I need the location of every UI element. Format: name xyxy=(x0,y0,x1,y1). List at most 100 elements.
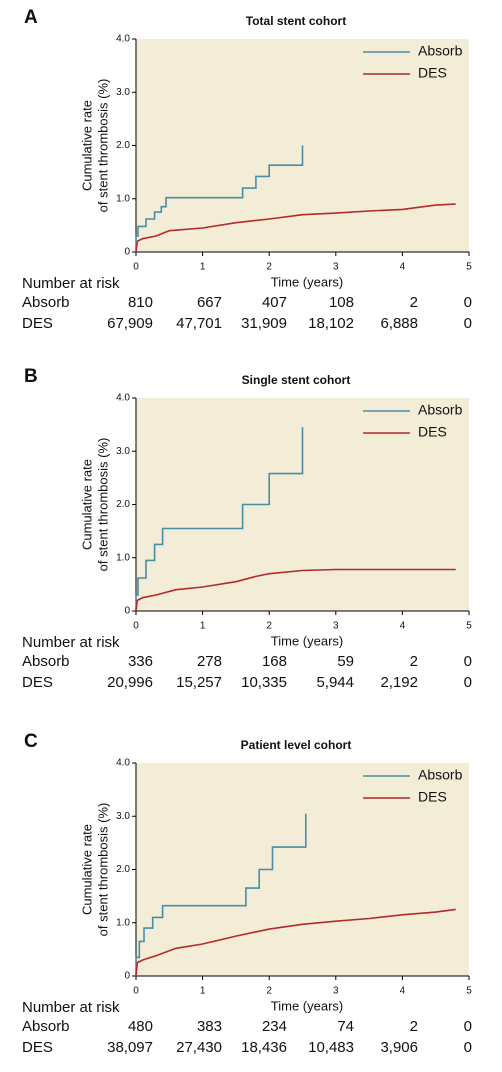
x-tick-label: 0 xyxy=(133,986,139,997)
x-axis-label: Time (years) xyxy=(271,633,343,648)
risk-value: 67,909 xyxy=(107,315,153,332)
y-tick-label: 1.0 xyxy=(116,193,130,204)
y-axis-label: of stent thrombosis (%) xyxy=(95,803,110,937)
x-tick-label: 4 xyxy=(400,262,406,273)
legend-label: Absorb xyxy=(418,43,463,59)
y-tick-label: 1.0 xyxy=(116,552,130,563)
risk-value: 20,996 xyxy=(107,674,153,691)
risk-value: 810 xyxy=(128,294,153,311)
legend-label: DES xyxy=(418,424,447,440)
x-tick-label: 1 xyxy=(200,986,206,997)
y-axis-label: of stent thrombosis (%) xyxy=(95,438,110,572)
y-tick-label: 3.0 xyxy=(116,446,130,457)
x-tick-label: 3 xyxy=(333,986,339,997)
risk-table-title: Number at risk xyxy=(22,275,120,292)
y-axis-label: Cumulative rate xyxy=(79,100,94,191)
y-axis-label: Cumulative rate xyxy=(79,459,94,550)
legend-label: Absorb xyxy=(418,767,463,783)
risk-value: 234 xyxy=(262,1018,287,1035)
y-tick-label: 0 xyxy=(124,247,130,258)
risk-row-label: Absorb xyxy=(22,653,70,670)
legend-label: DES xyxy=(418,789,447,805)
risk-row-label: Absorb xyxy=(22,1018,70,1035)
x-axis-label: Time (years) xyxy=(271,274,343,289)
series-line xyxy=(135,568,456,612)
risk-value: 168 xyxy=(262,653,287,670)
risk-value: 3,906 xyxy=(380,1039,418,1056)
legend-label: Absorb xyxy=(418,402,463,418)
x-tick-label: 0 xyxy=(133,262,139,273)
risk-row-label: DES xyxy=(22,674,53,691)
chart-title: Single stent cohort xyxy=(242,373,351,387)
y-tick-label: 4.0 xyxy=(116,393,130,404)
panel-letter: B xyxy=(24,366,38,387)
risk-value: 667 xyxy=(197,294,222,311)
y-tick-label: 2.0 xyxy=(116,140,130,151)
panel-letter: A xyxy=(24,7,38,28)
x-tick-label: 4 xyxy=(400,621,406,632)
y-tick-label: 3.0 xyxy=(116,811,130,822)
x-tick-label: 1 xyxy=(200,621,206,632)
y-tick-label: 2.0 xyxy=(116,499,130,510)
risk-value: 31,909 xyxy=(241,315,287,332)
panel-letter: C xyxy=(24,731,38,752)
x-tick-label: 5 xyxy=(466,986,472,997)
risk-value: 0 xyxy=(464,653,472,670)
risk-value: 74 xyxy=(337,1018,354,1035)
risk-value: 18,436 xyxy=(241,1039,287,1056)
x-tick-label: 2 xyxy=(266,262,272,273)
risk-value: 0 xyxy=(464,315,472,332)
risk-value: 2 xyxy=(410,1018,418,1035)
x-tick-label: 3 xyxy=(333,262,339,273)
legend-label: DES xyxy=(418,65,447,81)
x-tick-label: 2 xyxy=(266,621,272,632)
risk-value: 0 xyxy=(464,674,472,691)
risk-value: 10,335 xyxy=(241,674,287,691)
risk-value: 27,430 xyxy=(176,1039,222,1056)
y-axis-label: Cumulative rate xyxy=(79,824,94,915)
risk-value: 383 xyxy=(197,1018,222,1035)
risk-value: 2 xyxy=(410,653,418,670)
risk-value: 336 xyxy=(128,653,153,670)
y-tick-label: 4.0 xyxy=(116,758,130,769)
risk-value: 38,097 xyxy=(107,1039,153,1056)
risk-value: 2 xyxy=(410,294,418,311)
x-tick-label: 4 xyxy=(400,986,406,997)
y-tick-label: 1.0 xyxy=(116,917,130,928)
series-line xyxy=(135,908,456,977)
x-tick-label: 5 xyxy=(466,262,472,273)
x-tick-label: 5 xyxy=(466,621,472,632)
y-tick-label: 2.0 xyxy=(116,864,130,875)
risk-value: 10,483 xyxy=(308,1039,354,1056)
risk-value: 0 xyxy=(464,1018,472,1035)
y-axis-label: of stent thrombosis (%) xyxy=(95,79,110,213)
risk-value: 480 xyxy=(128,1018,153,1035)
risk-value: 5,944 xyxy=(316,674,354,691)
series-line xyxy=(135,427,304,611)
risk-table-title: Number at risk xyxy=(22,999,120,1016)
risk-value: 59 xyxy=(337,653,354,670)
x-tick-label: 0 xyxy=(133,621,139,632)
plot-area xyxy=(136,763,469,976)
x-tick-label: 3 xyxy=(333,621,339,632)
y-tick-label: 4.0 xyxy=(116,34,130,45)
chart-title: Total stent cohort xyxy=(246,14,346,28)
risk-value: 2,192 xyxy=(380,674,418,691)
x-axis-label: Time (years) xyxy=(271,998,343,1013)
risk-row-label: DES xyxy=(22,315,53,332)
series-line xyxy=(135,145,304,252)
risk-value: 18,102 xyxy=(308,315,354,332)
y-tick-label: 0 xyxy=(124,971,130,982)
series-line xyxy=(135,203,456,253)
risk-value: 407 xyxy=(262,294,287,311)
series-line xyxy=(135,813,307,976)
x-tick-label: 2 xyxy=(266,986,272,997)
risk-row-label: Absorb xyxy=(22,294,70,311)
x-tick-label: 1 xyxy=(200,262,206,273)
risk-value: 6,888 xyxy=(380,315,418,332)
y-tick-label: 3.0 xyxy=(116,87,130,98)
risk-value: 108 xyxy=(329,294,354,311)
y-tick-label: 0 xyxy=(124,606,130,617)
risk-value: 47,701 xyxy=(176,315,222,332)
